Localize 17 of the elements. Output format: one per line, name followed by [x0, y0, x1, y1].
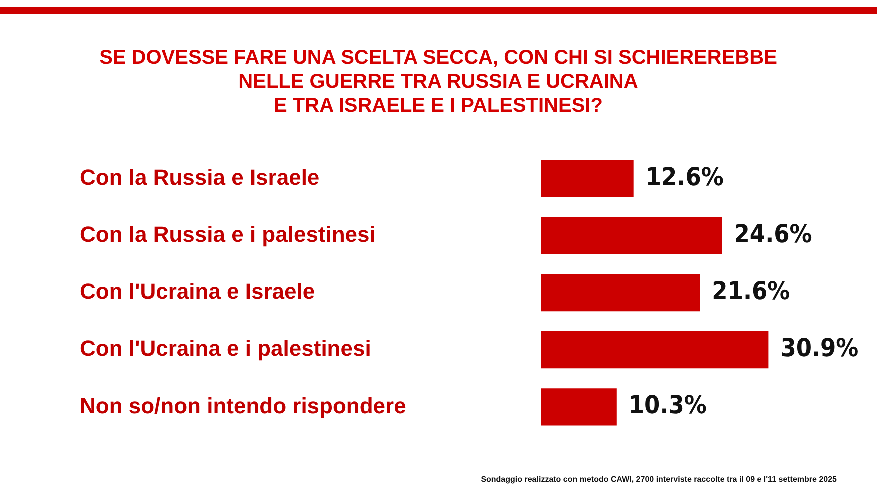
y-tick-label: Con la Russia e i palestinesi — [80, 222, 376, 247]
data-label: 21.6% — [712, 276, 790, 306]
data-label: 10.3% — [628, 390, 707, 420]
data-label: 12.6% — [646, 162, 724, 192]
bar — [541, 388, 617, 426]
data-label: 30.9% — [780, 334, 859, 363]
text: Sondaggio realizzato con metodo CAWI, 2700 interviste raccolte tra il 09 e l'11 settembre 2025 — [481, 475, 837, 484]
bar — [541, 217, 722, 254]
y-tick-label: Con l'Ucraina e i palestinesi — [80, 336, 372, 362]
y-tick-label: Con l'Ucraina e Israele — [80, 279, 316, 304]
y-tick-label: Non so/non intendo rispondere — [80, 393, 406, 418]
y-tick-label: Con la Russia e Israele — [80, 164, 320, 190]
chart-title: SE DOVESSE FARE UNA SCELTA SECCA, CON CHI SI SCHIEREREBBE NELLE GUERRE TRA RUSSIA E UCRAINA E TRA ISRAELE E I PALESTINESI? — [98, 46, 778, 118]
bar — [541, 274, 700, 312]
data-label: 24.6% — [734, 219, 812, 248]
bar — [541, 160, 634, 198]
bar — [541, 332, 769, 369]
